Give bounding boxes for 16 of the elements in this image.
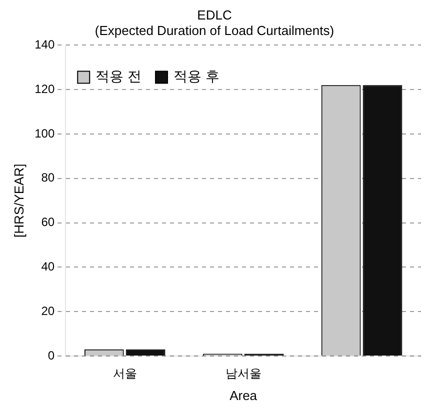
y-tick-label: 100: [34, 126, 55, 140]
y-axis-title: [HRS/YEAR]: [11, 164, 26, 238]
legend-label: 적용 후: [174, 68, 220, 84]
x-axis-title: Area: [230, 388, 258, 403]
y-tick-label: 120: [34, 82, 55, 96]
y-tick-label: 20: [41, 304, 55, 318]
x-tick-label: 서울: [112, 366, 137, 381]
text: (Expected Duration of Load Curtailments): [94, 22, 334, 38]
legend-label: 적용 전: [96, 68, 142, 84]
y-tick-label: 40: [41, 260, 55, 274]
y-tick-label: 140: [34, 38, 55, 52]
y-tick-label: 0: [48, 348, 55, 362]
y-tick-label: 60: [41, 215, 55, 230]
x-tick-label: 남서울: [225, 366, 262, 381]
text: EDLC: [197, 7, 232, 22]
y-tick-label: 80: [41, 170, 55, 185]
